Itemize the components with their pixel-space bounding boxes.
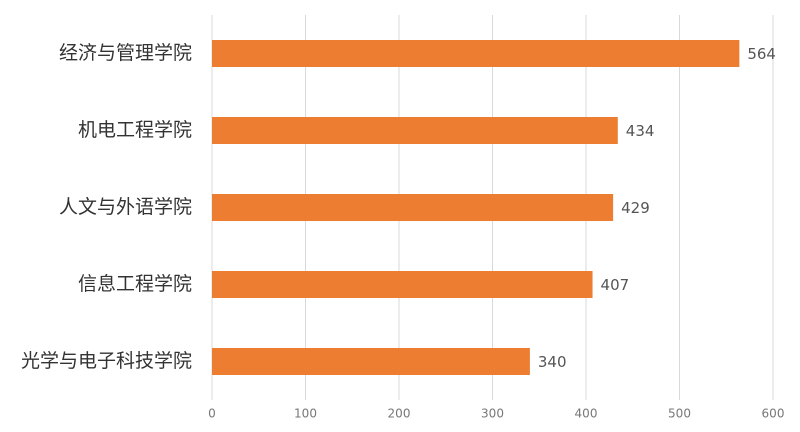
y-tick-label: 光学与电子科技学院 [21,350,192,372]
y-tick-label: 人文与外语学院 [59,196,192,218]
x-tick-label: 600 [762,407,785,421]
bar [212,40,740,67]
bar [212,194,614,221]
value-label: 407 [601,276,630,294]
x-tick-label: 200 [388,407,411,421]
x-tick-label: 0 [208,407,216,421]
y-tick-label: 信息工程学院 [78,273,192,295]
value-label: 340 [538,353,567,371]
value-label: 434 [626,122,655,140]
x-tick-label: 100 [294,407,317,421]
value-label: 429 [621,199,650,217]
x-tick-label: 400 [575,407,598,421]
x-tick-label: 500 [668,407,691,421]
x-tick-label: 300 [481,407,504,421]
bar [212,271,593,298]
bar [212,348,530,375]
value-label: 564 [747,45,776,63]
bar [212,117,618,144]
y-tick-label: 机电工程学院 [78,119,192,141]
y-tick-label: 经济与管理学院 [59,42,192,64]
